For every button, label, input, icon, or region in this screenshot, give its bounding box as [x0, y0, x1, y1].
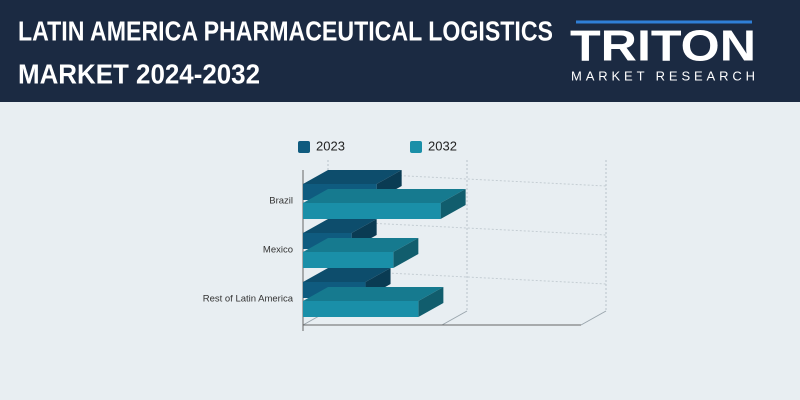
chart: Brazil Mexico Rest of Latin America 2023 203… [203, 138, 607, 331]
bar-top [303, 238, 419, 252]
grid-floor-line [441, 310, 468, 326]
category-label: Brazil [269, 196, 293, 207]
legend-label: 2032 [428, 138, 457, 153]
legend-swatch [298, 141, 310, 153]
title-line: MARKET 2024-2032 [18, 58, 260, 89]
bar-side [393, 238, 419, 268]
legend-swatch [410, 141, 422, 153]
grid-floor-line [580, 310, 607, 326]
bar-side [418, 287, 444, 317]
header-bar [0, 0, 800, 102]
title-line: LATIN AMERICA PHARMACEUTICAL LOGISTICS [18, 15, 553, 46]
bar-top [303, 268, 391, 282]
logo-subtitle: MARKET RESEARCH [571, 68, 755, 83]
bar-top [303, 189, 466, 203]
category-label: Mexico [263, 245, 293, 256]
bar [303, 301, 419, 317]
category-label: Rest of Latin America [203, 294, 294, 305]
bar [303, 203, 441, 219]
bar-side [440, 189, 466, 219]
bar [303, 252, 394, 268]
logo: TRITON [570, 22, 756, 71]
bar-top [303, 170, 402, 184]
bar-top [303, 219, 377, 233]
legend-label: 2023 [316, 138, 345, 153]
bar-top [303, 287, 444, 301]
